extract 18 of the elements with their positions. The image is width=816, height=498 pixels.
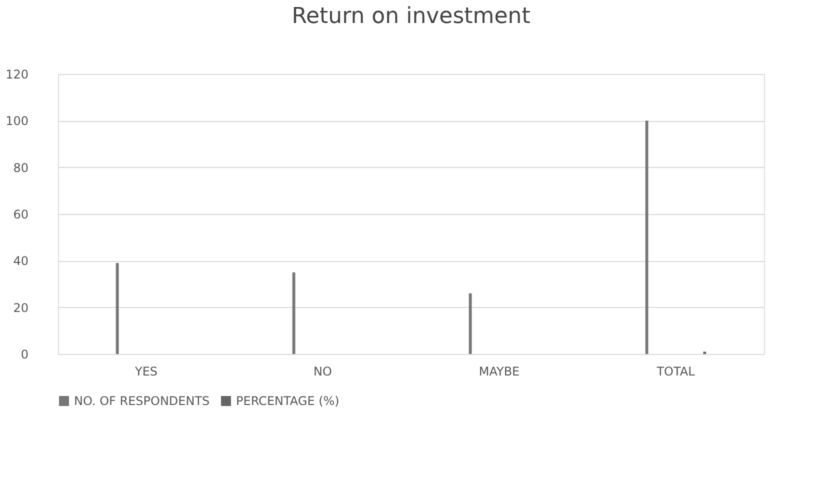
bar [116,263,119,354]
legend-label: NO. OF RESPONDENTS [74,394,210,408]
y-tick-label: 60 [13,208,28,222]
x-tick-label: YES [134,364,158,378]
y-tick-label: 20 [13,300,28,315]
y-tick-label: 120 [6,68,28,82]
bar [292,272,296,354]
y-tick-label: 40 [13,254,28,268]
y-tick-label: 0 [20,348,28,362]
y-tick-label: 80 [13,160,28,175]
x-tick-label: MAYBE [478,364,520,378]
legend-label: PERCENTAGE (%) [236,394,340,408]
x-tick-label: TOTAL [656,364,696,378]
y-tick-label: 100 [6,114,28,128]
x-tick-label: NO [314,364,332,378]
bar [645,120,648,354]
chart-title: Return on investment [292,4,531,29]
bar [468,293,472,354]
